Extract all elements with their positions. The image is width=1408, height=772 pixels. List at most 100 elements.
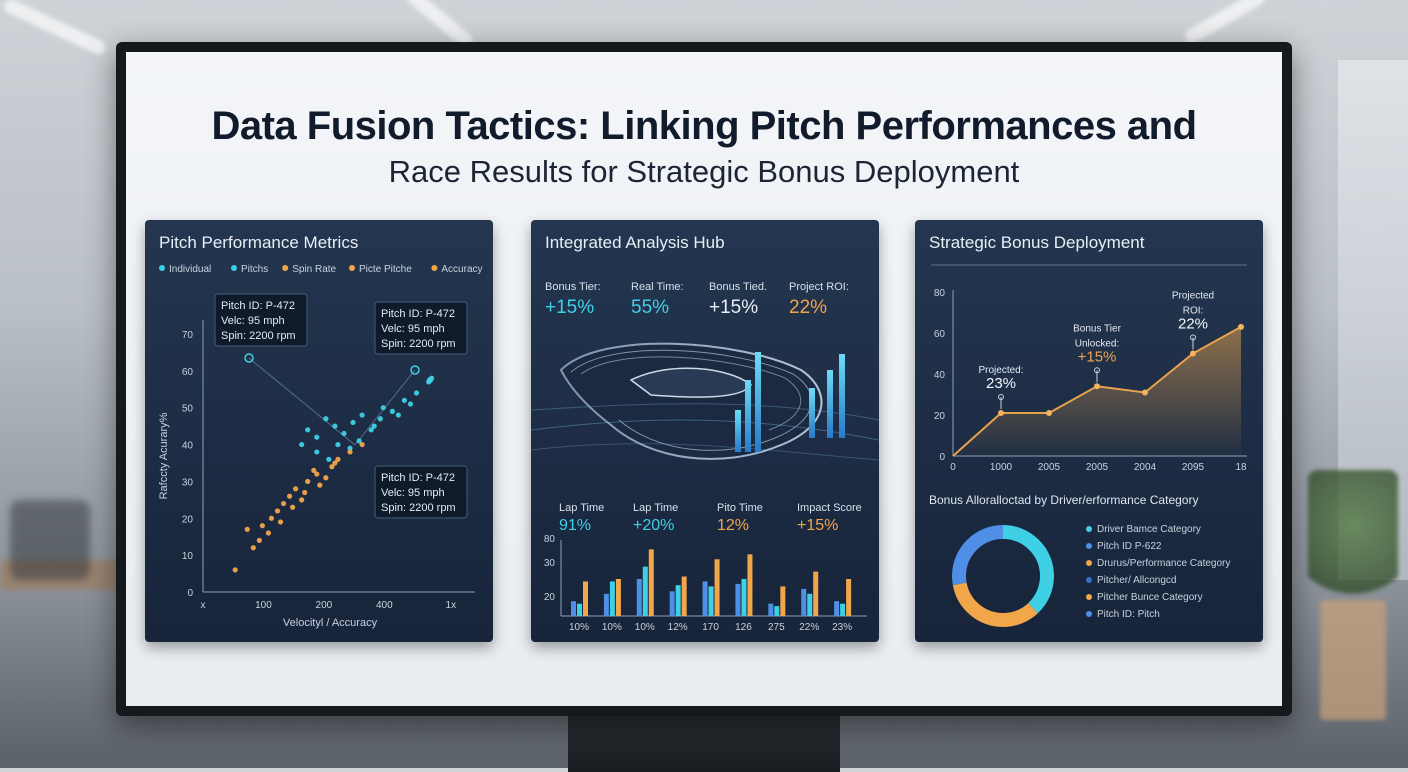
scatter-point	[335, 441, 341, 448]
x-tick-label: 2004	[1134, 462, 1157, 473]
y-tick-label: 80	[934, 288, 946, 299]
y-tick-label: 40	[182, 441, 194, 452]
bar	[577, 603, 582, 616]
scatter-point	[256, 537, 262, 543]
kpi-label: Bonus Tier:	[545, 281, 601, 293]
bar	[735, 583, 741, 616]
bar	[603, 593, 609, 616]
kpi-value: +15%	[545, 297, 594, 318]
scatter-point	[407, 401, 414, 407]
annotation-text: ROI:	[1183, 306, 1204, 317]
x-tick-label: 2005	[1086, 462, 1109, 473]
legend-label: Spin Rate	[292, 264, 336, 275]
legend-marker	[159, 265, 165, 271]
y-tick-label: 20	[544, 592, 556, 603]
scatter-point	[305, 427, 311, 433]
x-tick-label: 0	[950, 462, 956, 473]
annotation-text: Projected	[1172, 291, 1214, 302]
y-tick-label: 60	[934, 329, 946, 340]
scatter-point	[335, 456, 341, 462]
x-tick-label: 100	[255, 600, 272, 611]
annotation-text: 23%	[986, 375, 1016, 392]
highlight-point	[244, 353, 254, 363]
pitch-performance-panel: Pitch Performance Metrics Individual Pitc…	[145, 220, 493, 642]
bar	[747, 554, 753, 616]
scatter-point	[350, 419, 356, 426]
legend-marker	[1086, 594, 1092, 600]
scatter-point	[332, 460, 338, 466]
x-tick-label: 200	[316, 600, 333, 611]
bar	[741, 579, 747, 616]
scatter-point	[302, 489, 308, 496]
y-tick-label: 30	[182, 477, 194, 488]
bar	[669, 591, 675, 616]
scatter-point	[401, 397, 408, 403]
scatter-point	[259, 523, 265, 529]
scatter-point	[323, 475, 329, 481]
kpi-label: Bonus Tied.	[709, 281, 767, 293]
annotation-text: 22%	[1178, 316, 1208, 333]
legend-marker	[231, 265, 237, 271]
annotation-box	[374, 465, 468, 519]
scatter-point	[347, 445, 353, 451]
x-tick-label: 1x	[446, 600, 457, 611]
legend-label: Pitch ID P-622	[1097, 541, 1162, 552]
donut-slice	[952, 525, 1054, 627]
scatter-point	[341, 430, 347, 437]
annotation-text: Projected:	[978, 365, 1023, 376]
annotation-text: Spin: 2200 rpm	[381, 502, 456, 514]
page-subtitle: Race Results for Strategic Bonus Deploym…	[388, 154, 1020, 189]
annotation-box	[374, 301, 468, 355]
legend-marker	[282, 265, 289, 271]
annotation-text: Spin: 2200 rpm	[221, 330, 296, 342]
y-tick-label: 20	[182, 514, 194, 525]
annotation-text: Pitch ID: P-472	[221, 300, 295, 312]
bar	[615, 579, 621, 616]
bar	[609, 581, 615, 616]
scatter-point	[268, 515, 275, 521]
scatter-point	[395, 412, 401, 418]
bar	[714, 559, 720, 616]
x-tick-label: x	[201, 600, 206, 611]
line-area	[953, 326, 1241, 456]
scatter-point	[274, 508, 281, 514]
x-axis-label: Velocityl / Accuracy	[283, 617, 378, 629]
annotation-pointer	[998, 393, 1004, 400]
strategic-bonus-panel: Strategic Bonus Deployment 0 20 40 60 80 0 10…	[915, 220, 1263, 642]
bar	[780, 586, 786, 616]
x-tick-label: 10%	[635, 622, 655, 633]
x-tick-label: 18	[1235, 462, 1247, 473]
analysis-hub-chart: Integrated Analysis Hub Bonus Tier: +15% R…	[531, 233, 879, 633]
legend-label: Pitcher/ Allcongcd	[1097, 575, 1177, 586]
y-tick-label: 40	[934, 370, 946, 381]
highlight-point	[410, 365, 420, 375]
scatter-point	[317, 482, 323, 488]
bar	[642, 566, 648, 616]
bar	[813, 571, 819, 616]
scatter-point	[314, 471, 320, 477]
kpi-value: 91%	[559, 517, 591, 534]
bar	[768, 603, 774, 616]
scatter-point	[377, 416, 383, 422]
y-tick-label: 70	[182, 330, 194, 341]
legend-label: Picte Pitche	[359, 264, 412, 275]
bar	[648, 549, 654, 616]
kpi-value: 22%	[789, 297, 827, 318]
kpi-label: Impact Score	[797, 502, 862, 514]
bar	[774, 606, 780, 616]
x-tick-label: 12%	[668, 622, 688, 633]
legend-marker	[1086, 526, 1092, 532]
scatter-point	[359, 412, 365, 418]
kpi-value: +15%	[797, 517, 838, 534]
scatter-point	[244, 526, 250, 532]
y-tick-label: 10	[182, 551, 194, 562]
x-tick-label: 10%	[569, 622, 589, 633]
bar	[846, 579, 852, 616]
kpi-value: 12%	[717, 517, 749, 534]
scatter-point	[323, 416, 329, 422]
legend-label: Individual	[169, 264, 211, 275]
scatter-point	[413, 390, 420, 396]
legend-marker	[1086, 611, 1092, 617]
x-tick-label: 2095	[1182, 462, 1205, 473]
kpi-value: +20%	[633, 517, 674, 534]
